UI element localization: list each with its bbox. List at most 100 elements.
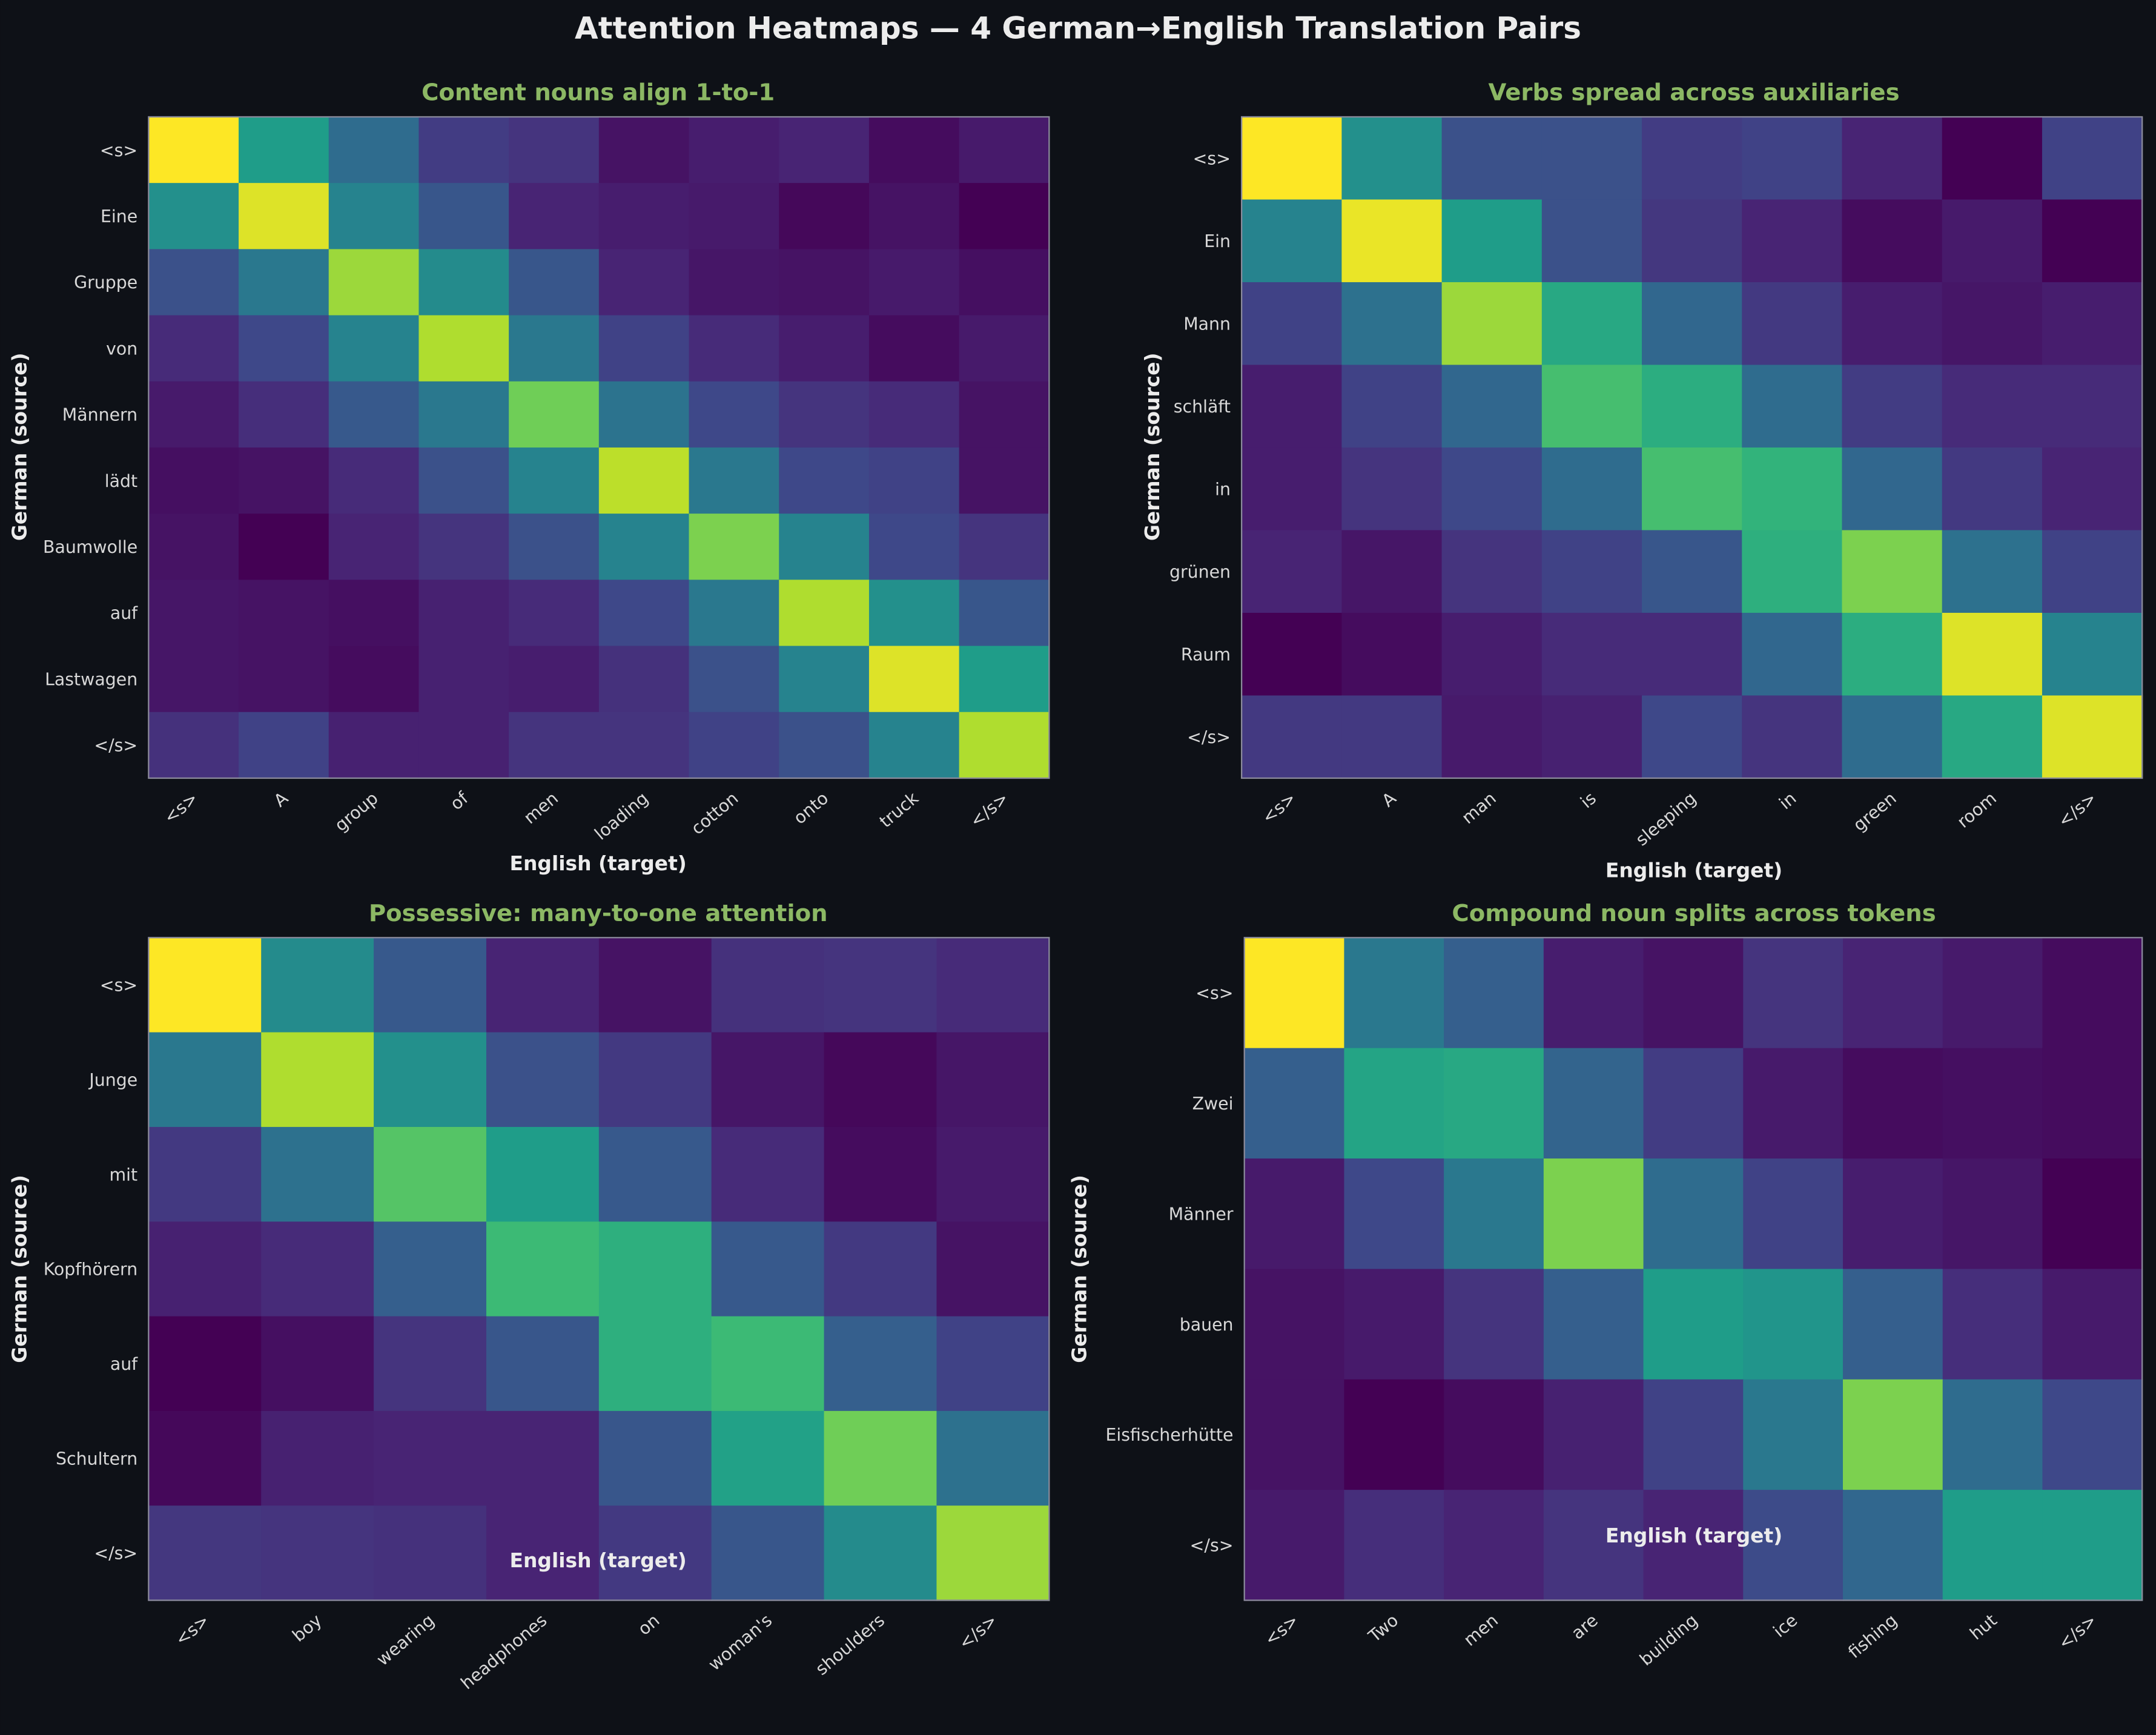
heatmap-cell-Raum-in bbox=[1742, 612, 1843, 696]
heatmap-cell-auf-loading bbox=[598, 580, 690, 647]
heatmap-cell-</s>-men bbox=[1444, 1490, 1544, 1601]
y-tick-label: <s> bbox=[1195, 983, 1233, 1003]
heatmap-cell-</s>-green bbox=[1842, 695, 1943, 779]
heatmap-cell-</s>-<s> bbox=[148, 1505, 262, 1601]
heatmap-cell-<s>-<s> bbox=[1244, 937, 1345, 1049]
heatmap-cell-Junge-boy bbox=[261, 1032, 375, 1128]
y-tick-label: Zwei bbox=[1192, 1094, 1234, 1114]
heatmap-cell-lädt-group bbox=[328, 447, 420, 515]
heatmap-cell-Gruppe-onto bbox=[779, 249, 870, 316]
heatmap-cell-bauen-Two bbox=[1344, 1269, 1445, 1380]
y-tick-label: <s> bbox=[100, 140, 137, 160]
heatmap-cell-Kopfhörern-on bbox=[598, 1221, 712, 1317]
heatmap-cell-Zwei-ice bbox=[1743, 1048, 1844, 1160]
heatmap-cell-Männern-truck bbox=[868, 381, 960, 449]
heatmap-cell-von-men bbox=[509, 315, 600, 382]
heatmap-cell-Raum-A bbox=[1341, 612, 1443, 696]
heatmap-cell-Junge-headphones bbox=[486, 1032, 600, 1128]
heatmap-cell-schläft-room bbox=[1942, 365, 2043, 449]
y-tick-label: mit bbox=[110, 1165, 138, 1185]
heatmap-cell-mit-</s> bbox=[936, 1126, 1050, 1223]
heatmap-cell-auf-</s> bbox=[959, 580, 1050, 647]
heatmap-cell-von-</s> bbox=[959, 315, 1050, 382]
heatmap-cell-Junge-on bbox=[598, 1032, 712, 1128]
heatmap-cell-<s>-cotton bbox=[689, 116, 780, 184]
heatmap-cell-Männer-are bbox=[1543, 1158, 1644, 1270]
axes-frame bbox=[1241, 116, 2143, 779]
heatmap-cell-auf-cotton bbox=[689, 580, 780, 647]
heatmap-cell-Eisfischerhütte-Two bbox=[1344, 1379, 1445, 1491]
heatmap-cell-grünen-room bbox=[1942, 530, 2043, 614]
heatmap-cell-bauen-men bbox=[1444, 1269, 1544, 1380]
heatmap-cell-Mann-<s> bbox=[1242, 282, 1343, 366]
heatmap-cell-lädt-loading bbox=[598, 447, 690, 515]
heatmap-cell-</s>-headphones bbox=[486, 1505, 600, 1601]
y-tick-label: lädt bbox=[105, 471, 137, 491]
heatmap-cell-grünen-in bbox=[1742, 530, 1843, 614]
heatmap-cell-bauen-are bbox=[1543, 1269, 1644, 1380]
heatmap-cell-in-</s> bbox=[2042, 447, 2143, 531]
heatmap-cell-<s>-<s> bbox=[148, 116, 240, 184]
heatmap-cell-Lastwagen-loading bbox=[598, 646, 690, 713]
heatmap-cell-Lastwagen-truck bbox=[868, 646, 960, 713]
heatmap-cell-Kopfhörern-woman's bbox=[711, 1221, 825, 1317]
heatmap-cell-Mann-in bbox=[1742, 282, 1843, 366]
heatmap-cell-Gruppe-loading bbox=[598, 249, 690, 316]
y-tick-label: Kopfhörern bbox=[44, 1260, 137, 1280]
heatmap-cell-Baumwolle-men bbox=[509, 514, 600, 581]
heatmap-cell-Lastwagen-<s> bbox=[148, 646, 240, 713]
heatmap-cell-Eine-loading bbox=[598, 183, 690, 250]
heatmap-cell-</s>-boy bbox=[261, 1505, 375, 1601]
heatmap-cell-Ein-</s> bbox=[2042, 199, 2143, 283]
y-tick-label: in bbox=[1215, 479, 1231, 499]
heatmap-cell-</s>-of bbox=[418, 712, 510, 779]
heatmap-cell-Kopfhörern-headphones bbox=[486, 1221, 600, 1317]
heatmap-cell-auf-</s> bbox=[936, 1316, 1050, 1412]
y-tick-label: Schultern bbox=[56, 1449, 137, 1469]
y-tick-label: schläft bbox=[1174, 397, 1231, 417]
heatmap-cell-auf-<s> bbox=[148, 580, 240, 647]
heatmap-cell-Eisfischerhütte-hut bbox=[1942, 1379, 2043, 1491]
heatmap-cell-Eine-of bbox=[418, 183, 510, 250]
heatmap-cell-<s>-headphones bbox=[486, 937, 600, 1033]
panel-2-title: Verbs spread across auxiliaries bbox=[1489, 79, 1900, 107]
heatmap-cell-<s>-woman's bbox=[711, 937, 825, 1033]
heatmap-cell-</s>-building bbox=[1643, 1490, 1744, 1601]
heatmap-cell-<s>-A bbox=[1341, 116, 1443, 200]
heatmap-cell-lädt-of bbox=[418, 447, 510, 515]
y-tick-label: bauen bbox=[1180, 1315, 1234, 1335]
y-tick-label: Baumwolle bbox=[43, 537, 137, 557]
heatmap-cell-lädt-A bbox=[239, 447, 329, 515]
heatmap-cell-<s>-men bbox=[1444, 937, 1544, 1049]
heatmap-cell-Junge-<s> bbox=[148, 1032, 262, 1128]
y-tick-label: </s> bbox=[94, 736, 137, 756]
heatmap-cell-Raum-is bbox=[1541, 612, 1643, 696]
heatmap-cell-schläft-in bbox=[1742, 365, 1843, 449]
heatmap-cell-mit-woman's bbox=[711, 1126, 825, 1223]
heatmap-cell-<s>-ice bbox=[1743, 937, 1844, 1049]
heatmap-cell-auf-shoulders bbox=[824, 1316, 937, 1412]
heatmap-cell-Mann-green bbox=[1842, 282, 1943, 366]
heatmap-cell-</s>-man bbox=[1441, 695, 1543, 779]
heatmap-cell-Schultern-boy bbox=[261, 1410, 375, 1507]
heatmap-cell-Junge-</s> bbox=[936, 1032, 1050, 1128]
heatmap-cell-<s>-green bbox=[1842, 116, 1943, 200]
heatmap-cell-Baumwolle-of bbox=[418, 514, 510, 581]
heatmap-cell-von-A bbox=[239, 315, 329, 382]
heatmap-cell-Männern-group bbox=[328, 381, 420, 449]
heatmap-cell-Kopfhörern-</s> bbox=[936, 1221, 1050, 1317]
heatmap-cell-auf-A bbox=[239, 580, 329, 647]
heatmap-cell-von-of bbox=[418, 315, 510, 382]
heatmap-cell-Ein-<s> bbox=[1242, 199, 1343, 283]
y-tick-label: Junge bbox=[88, 1070, 137, 1090]
heatmap-cell-Männern-</s> bbox=[959, 381, 1050, 449]
heatmap-cell-Gruppe-of bbox=[418, 249, 510, 316]
heatmap-cell-</s>-group bbox=[328, 712, 420, 779]
heatmap-cell-</s>-truck bbox=[868, 712, 960, 779]
heatmap-cell-Männern-of bbox=[418, 381, 510, 449]
heatmap-cell-</s>-Two bbox=[1344, 1490, 1445, 1601]
y-tick-label: Ein bbox=[1204, 231, 1231, 251]
heatmap-cell-Männer-<s> bbox=[1244, 1158, 1345, 1270]
heatmap-cell-Eisfischerhütte-<s> bbox=[1244, 1379, 1345, 1491]
